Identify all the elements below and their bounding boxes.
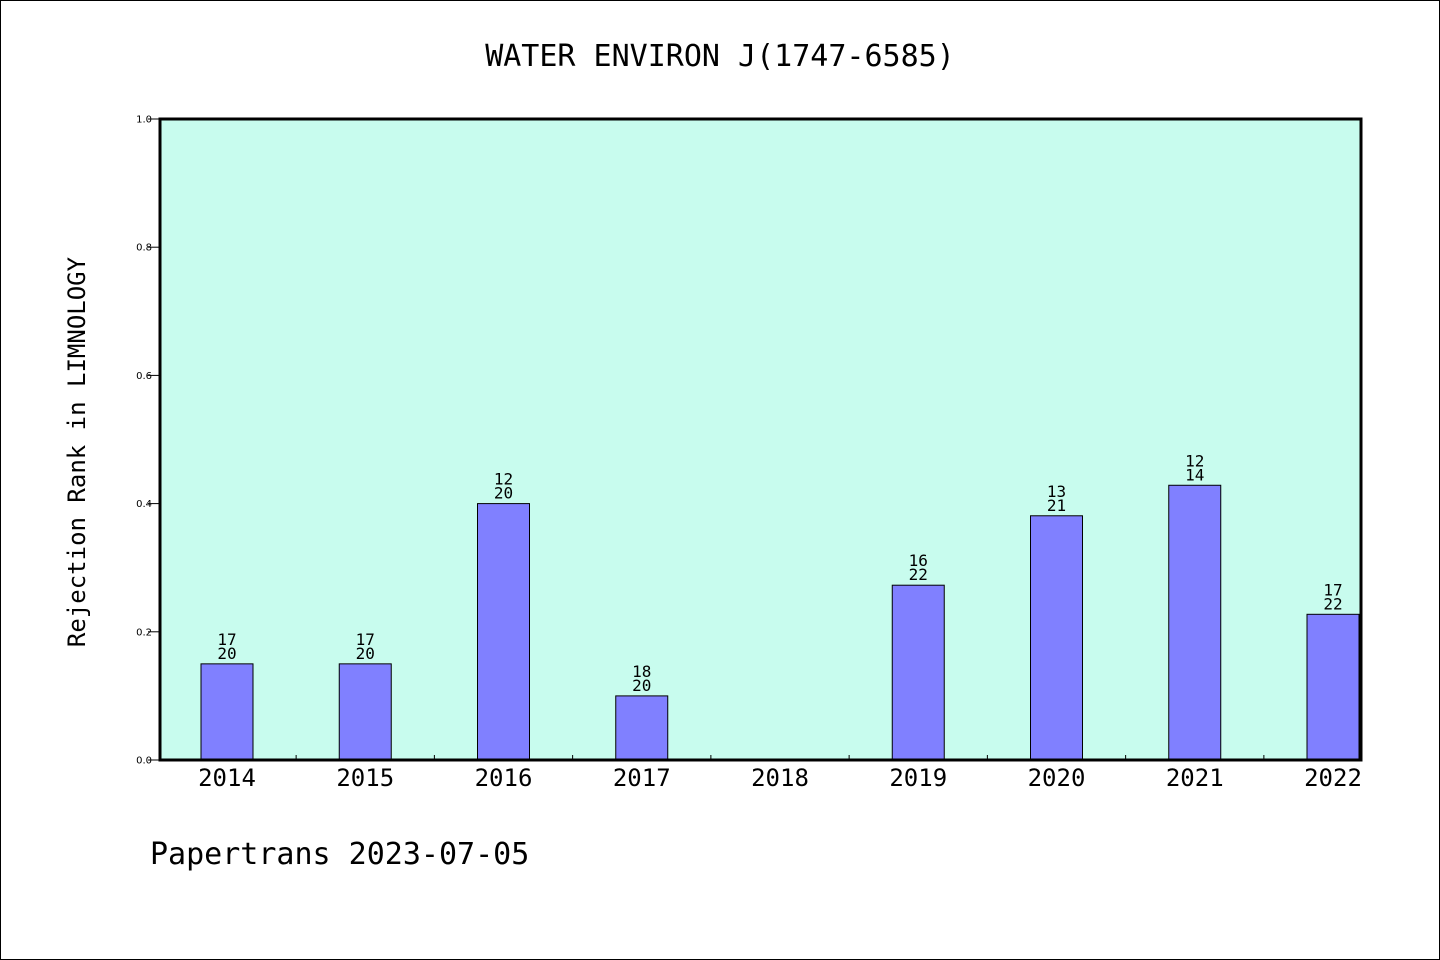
x-tick-label: 2018 (751, 764, 809, 792)
plot-border (158, 117, 1363, 762)
y-tick-label: 1.0 (136, 115, 152, 126)
bar-2016 (477, 503, 530, 761)
bar-2014 (200, 663, 254, 761)
bar-2020 (1030, 515, 1083, 761)
x-tick-label: 2022 (1304, 764, 1362, 792)
bar-label-numerator: 17 (356, 630, 375, 649)
bar-label-denominator: 21 (1047, 496, 1066, 515)
bar-label-denominator: 22 (909, 565, 928, 584)
bar-label-denominator: 20 (217, 644, 236, 663)
x-tick-label: 2019 (889, 764, 947, 792)
y-tick-label: 0.2 (136, 627, 152, 638)
bar-label-denominator: 22 (1323, 594, 1342, 613)
x-tick-label: 2017 (613, 764, 671, 792)
y-axis: 0.0 0.2 0.4 0.6 0.8 1.0 (136, 115, 160, 767)
x-tick-label: 2021 (1166, 764, 1224, 792)
bar-label-numerator: 13 (1047, 482, 1066, 501)
y-tick-label: 0.6 (136, 371, 152, 382)
chart-title: WATER ENVIRON J(1747-6585) (485, 39, 955, 74)
y-tick-label: 0.8 (136, 243, 152, 254)
bar-2015 (338, 663, 392, 761)
x-tick-label: 2014 (198, 764, 256, 792)
y-tick-label: 0.0 (136, 756, 152, 767)
x-axis: 2014 2015 2016 2017 2018 2019 2020 2021 2022 (198, 755, 1362, 792)
bar-label-numerator: 12 (1185, 451, 1204, 470)
bar-label-numerator: 17 (1323, 580, 1342, 599)
bar-label-numerator: 17 (217, 630, 236, 649)
y-tick-label: 0.4 (136, 499, 152, 510)
bar-2021 (1168, 484, 1222, 761)
bar-label-denominator: 20 (356, 644, 375, 663)
bar-2017 (615, 695, 669, 761)
bar-2022 (1306, 613, 1360, 761)
bar-label-denominator: 20 (632, 676, 651, 695)
y-axis-label: Rejection Rank in LIMNOLOGY (63, 256, 91, 647)
bar-label-numerator: 16 (909, 551, 928, 570)
bar-2019 (891, 584, 945, 761)
plot-area (158, 117, 1363, 762)
footer-credit: Papertrans 2023-07-05 (150, 837, 529, 872)
x-tick-label: 2020 (1028, 764, 1086, 792)
bar-label-numerator: 18 (632, 662, 651, 681)
bar-label-denominator: 20 (494, 484, 513, 503)
x-tick-label: 2016 (475, 764, 533, 792)
bar-label-numerator: 12 (494, 470, 513, 489)
bar-label-denominator: 14 (1185, 465, 1204, 484)
x-tick-label: 2015 (336, 764, 394, 792)
